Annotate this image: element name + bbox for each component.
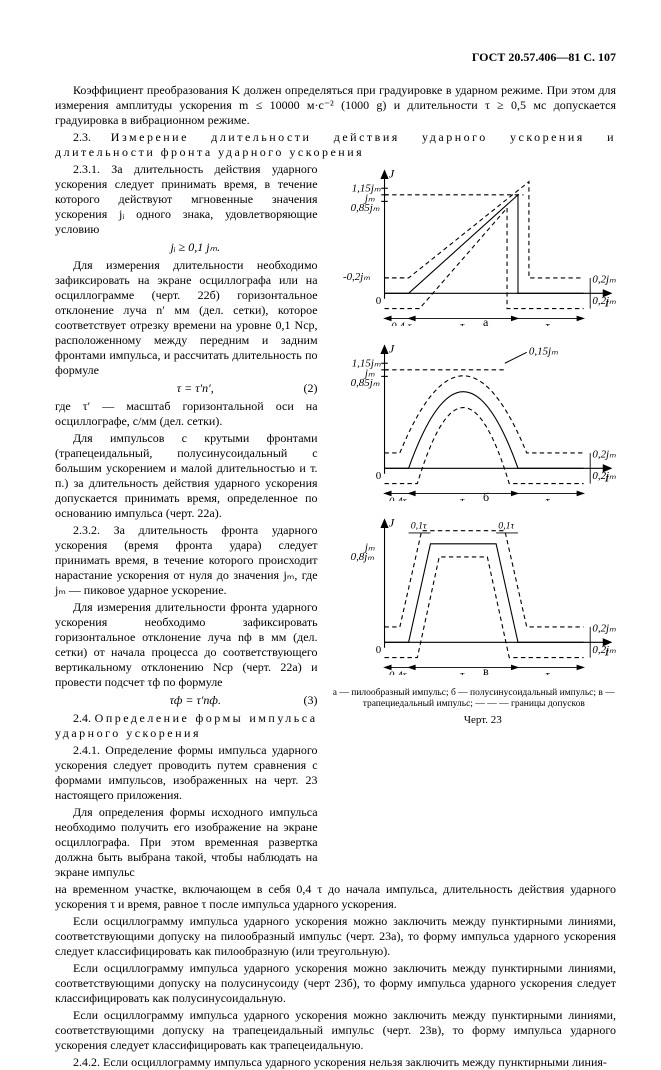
diagram-a-sawtooth: J 1,15jₘ jₘ 0,85jₘ -0,2jₘ 0,2jₘ 0,2jₘ 0 … bbox=[332, 162, 616, 326]
svg-text:τ: τ bbox=[545, 318, 550, 326]
svg-text:0: 0 bbox=[375, 295, 381, 307]
svg-text:0: 0 bbox=[375, 644, 381, 656]
formula-2-num: (2) bbox=[286, 381, 318, 396]
svg-text:τ: τ bbox=[545, 493, 550, 501]
formula-1-text: jᵢ ≥ 0,1 jₘ. bbox=[170, 240, 220, 254]
p7: Для измерения длительности фронта ударно… bbox=[55, 600, 318, 690]
svg-text:0,4τ: 0,4τ bbox=[388, 495, 407, 501]
svg-text:τ: τ bbox=[545, 668, 550, 676]
svg-text:τ: τ bbox=[460, 318, 465, 326]
p6: Для импульсов с крутыми фронтами (трапец… bbox=[55, 431, 318, 521]
s231: 2.3.1. За длительность действия ударного… bbox=[55, 162, 318, 237]
p10: Если осциллограмму импульса ударного уск… bbox=[55, 914, 616, 959]
section-2-3: 2.3. Измерение длительности действия уда… bbox=[55, 130, 616, 160]
figure-number: Черт. 23 bbox=[332, 714, 616, 728]
two-column-region: 2.3.1. За длительность действия ударного… bbox=[55, 162, 616, 882]
p5: где τ′ — масштаб горизонтальной оси на о… bbox=[55, 399, 318, 429]
formula-3-text: τф = τ′nф. bbox=[170, 693, 221, 707]
formula-2: τ = τ′n′, (2) bbox=[55, 381, 318, 396]
svg-text:J: J bbox=[388, 341, 394, 355]
formula-1: jᵢ ≥ 0,1 jₘ. bbox=[55, 240, 318, 255]
svg-text:0,2jₘ: 0,2jₘ bbox=[592, 644, 616, 656]
para-k: Коэффициент преобразования K должен опре… bbox=[55, 83, 616, 128]
p11: Если осциллограмму импульса ударного уск… bbox=[55, 961, 616, 1006]
s241: 2.4.1. Определение формы импульса ударно… bbox=[55, 743, 318, 803]
page-header: ГОСТ 20.57.406—81 С. 107 bbox=[55, 50, 616, 65]
svg-text:0,1τ: 0,1τ bbox=[498, 521, 514, 532]
diagram-b-halfsine: J 1,15jₘ jₘ 0,85jₘ 0,15jₘ 0,2jₘ 0,2jₘ 0 … bbox=[332, 337, 616, 501]
s24-title: Определение формы импульса ударного уско… bbox=[55, 711, 318, 740]
p12: Если осциллограмму импульса ударного уск… bbox=[55, 1008, 616, 1053]
formula-3: τф = τ′nф. (3) bbox=[55, 693, 318, 708]
s23-num: 2.3. bbox=[73, 130, 111, 144]
s24-num: 2.4. bbox=[73, 711, 95, 725]
svg-text:0,2jₘ: 0,2jₘ bbox=[592, 273, 616, 285]
svg-text:0,2jₘ: 0,2jₘ bbox=[592, 448, 616, 460]
diagram-v-label: в bbox=[483, 664, 489, 675]
svg-text:J: J bbox=[388, 166, 394, 180]
formula-2-text: τ = τ′n′, bbox=[177, 381, 214, 395]
left-column: 2.3.1. За длительность действия ударного… bbox=[55, 162, 318, 882]
svg-text:0,4 τ: 0,4 τ bbox=[391, 320, 412, 326]
svg-text:0,2jₘ: 0,2jₘ bbox=[592, 623, 616, 635]
svg-text:0,1τ: 0,1τ bbox=[410, 521, 426, 532]
svg-text:0,85jₘ: 0,85jₘ bbox=[350, 377, 379, 389]
svg-text:0,4τ: 0,4τ bbox=[388, 670, 407, 676]
svg-text:J: J bbox=[388, 516, 394, 530]
svg-text:τ: τ bbox=[460, 668, 465, 676]
diagram-v-trapezoid: J jₘ 0,8jₘ 0,1τ 0,1τ 0,2jₘ 0,2jₘ 0 t 0,4… bbox=[332, 511, 616, 675]
svg-text:0,85jₘ: 0,85jₘ bbox=[350, 202, 379, 214]
right-column: J 1,15jₘ jₘ 0,85jₘ -0,2jₘ 0,2jₘ 0,2jₘ 0 … bbox=[332, 162, 616, 882]
p9: на временном участке, включающем в себя … bbox=[55, 882, 616, 912]
s232: 2.3.2. За длительность фронта ударного у… bbox=[55, 523, 318, 598]
svg-text:0,15jₘ: 0,15jₘ bbox=[528, 345, 557, 357]
svg-text:τ: τ bbox=[460, 493, 465, 501]
svg-text:0: 0 bbox=[375, 470, 381, 482]
p8: Для определения формы исходного импульса… bbox=[55, 805, 318, 880]
svg-text:0,2jₘ: 0,2jₘ bbox=[592, 295, 616, 307]
svg-text:-0,2jₘ: -0,2jₘ bbox=[342, 271, 369, 283]
figure-caption: а — пилообразный импульс; б — полусинусо… bbox=[332, 688, 616, 710]
svg-text:0,2jₘ: 0,2jₘ bbox=[592, 470, 616, 482]
s242: 2.4.2. Если осциллограмму импульса ударн… bbox=[55, 1055, 616, 1070]
svg-text:0,8jₘ: 0,8jₘ bbox=[350, 551, 374, 563]
diagram-a-label: а bbox=[483, 315, 489, 326]
diagram-b-label: б bbox=[483, 490, 489, 501]
formula-3-num: (3) bbox=[286, 693, 318, 708]
section-2-4: 2.4. Определение формы импульса ударного… bbox=[55, 711, 318, 741]
p4: Для измерения длительности необходимо за… bbox=[55, 258, 318, 378]
s23-title: Измерение длительности действия ударного… bbox=[55, 130, 616, 159]
